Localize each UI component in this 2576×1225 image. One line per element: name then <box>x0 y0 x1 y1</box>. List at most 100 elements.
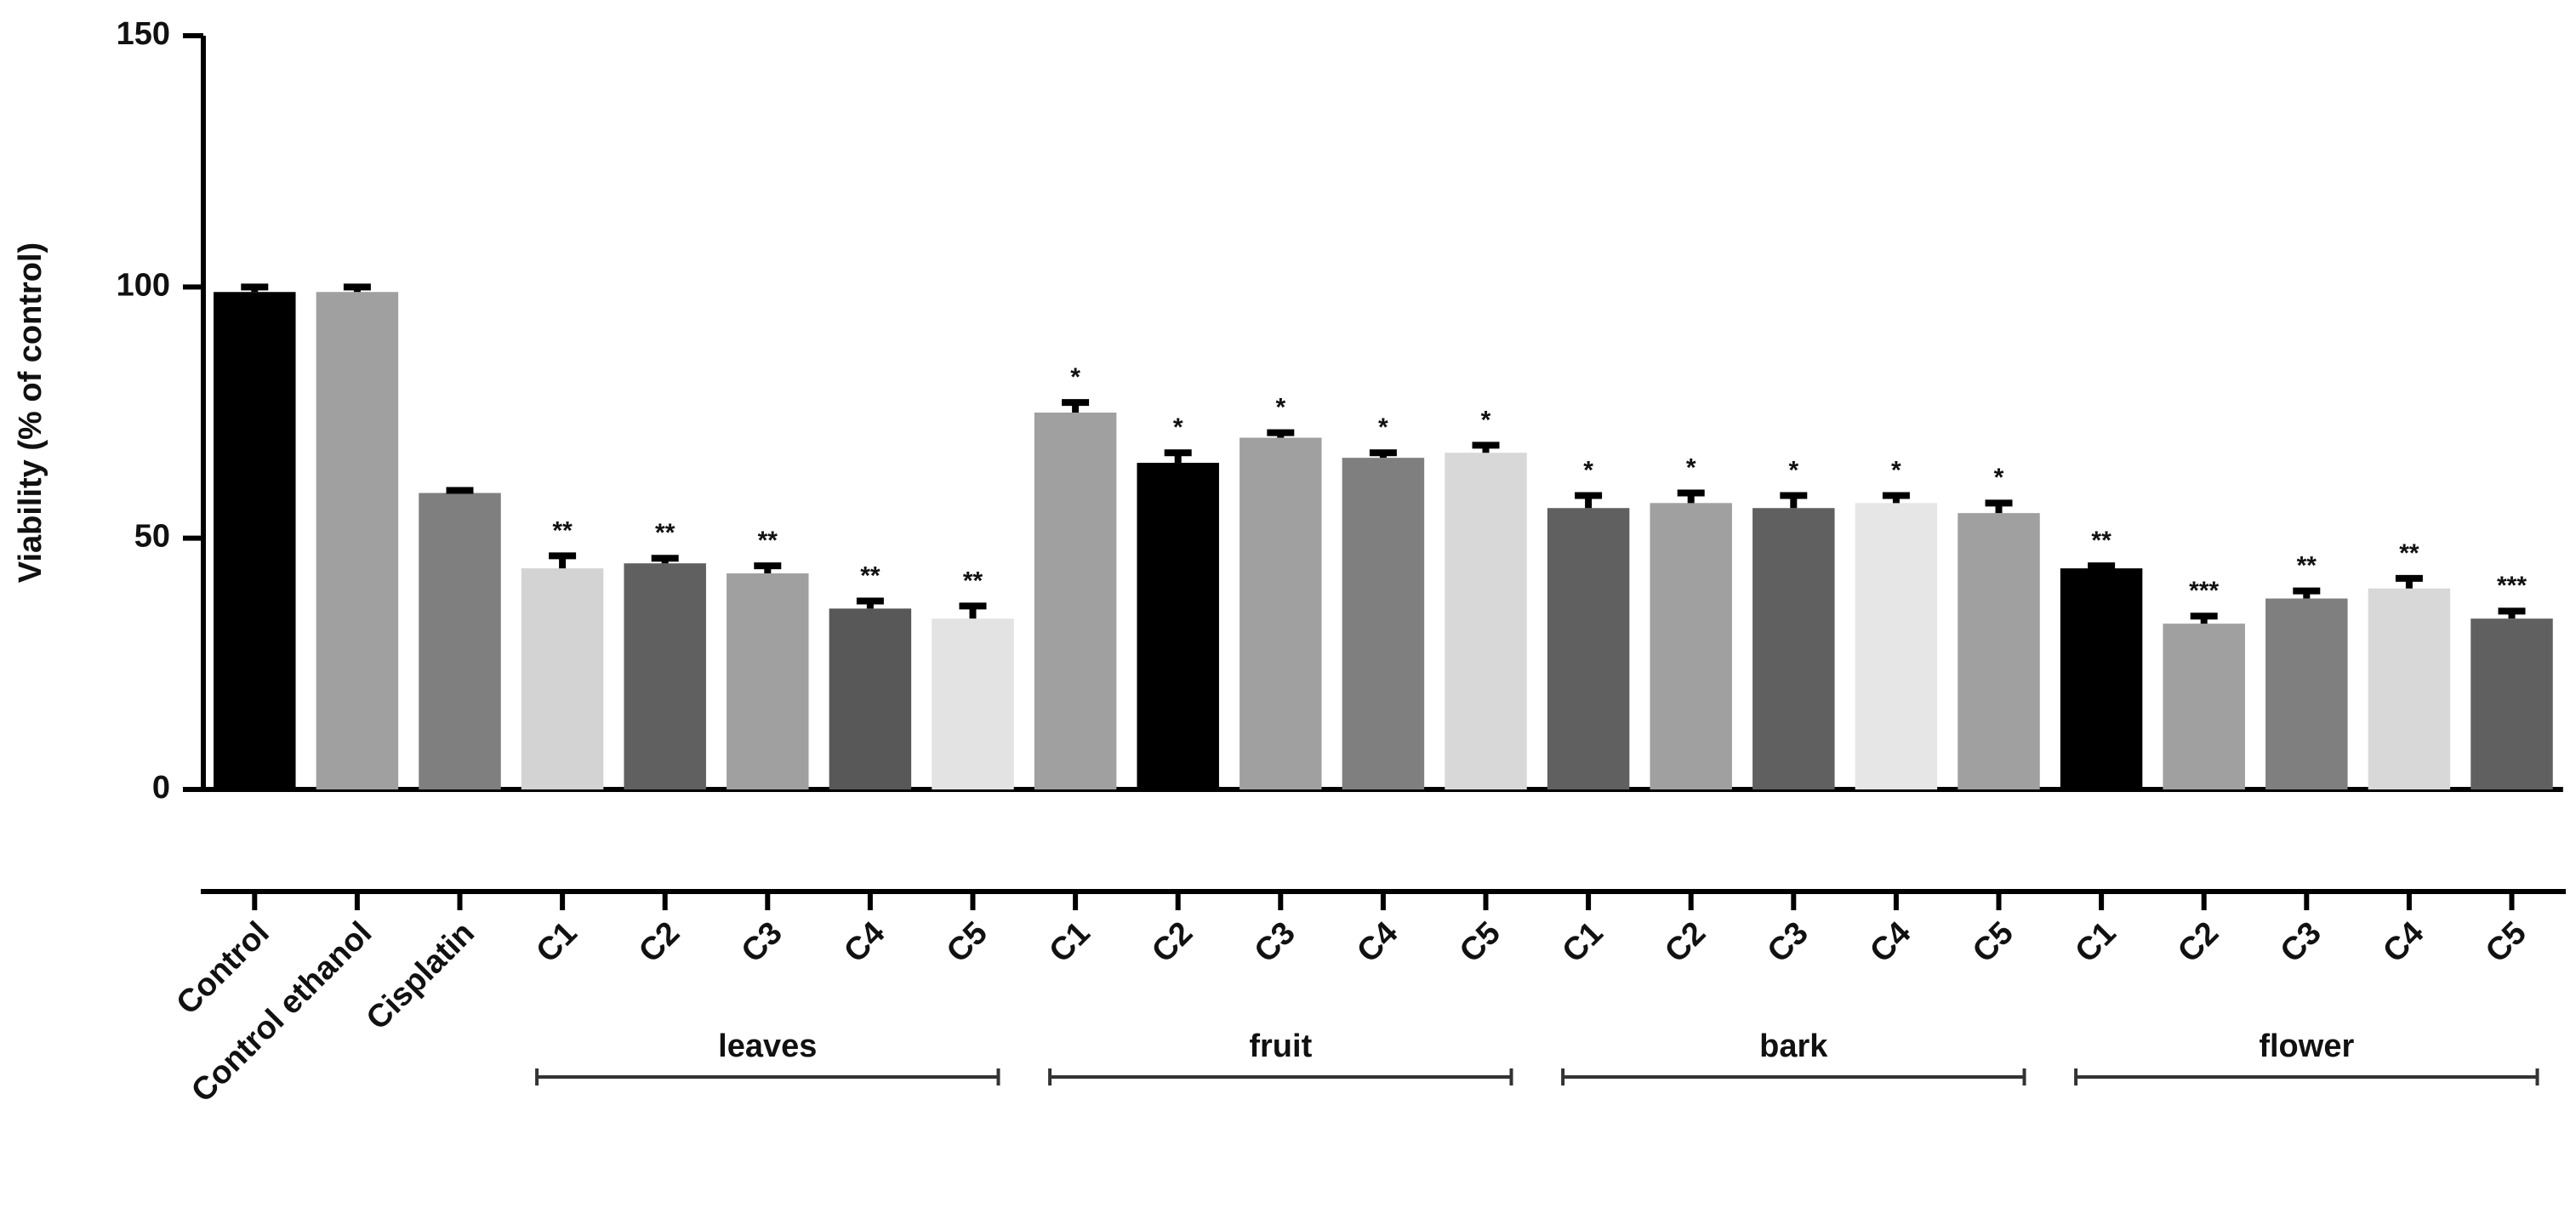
x-tick-label: Cisplatin <box>360 915 482 1037</box>
bar <box>624 563 706 789</box>
bar <box>2060 568 2143 789</box>
significance-label: * <box>1686 453 1696 481</box>
y-tick-label: 150 <box>117 16 170 52</box>
bar <box>419 493 501 789</box>
bar <box>1240 437 1322 789</box>
error-bar <box>241 283 269 293</box>
error-bar <box>2293 587 2321 599</box>
bar <box>932 618 1014 789</box>
bar <box>316 292 399 789</box>
error-bar <box>959 602 987 619</box>
bar <box>2471 618 2553 789</box>
error-bar <box>1780 492 1808 509</box>
bar <box>1137 463 1219 789</box>
significance-label: ** <box>963 567 983 595</box>
bar <box>1650 503 1732 789</box>
error-bar <box>1677 489 1705 504</box>
x-tick-label: C1 <box>1556 915 1610 970</box>
x-tick-label: C2 <box>1658 915 1713 970</box>
bar <box>1958 513 2040 789</box>
error-bar <box>1985 499 2013 514</box>
x-tick-label: C2 <box>2171 915 2226 970</box>
group-label: leaves <box>718 1028 817 1064</box>
error-bar <box>2190 612 2218 624</box>
bar <box>2265 598 2348 789</box>
bar <box>1342 458 1425 789</box>
bar <box>2163 624 2245 789</box>
significance-label: ** <box>860 561 881 590</box>
error-bar <box>1369 449 1397 459</box>
x-tick-label: C5 <box>1966 915 2020 970</box>
error-bar <box>1575 492 1603 509</box>
bar <box>1445 453 1527 789</box>
group-bracket <box>1048 1068 1513 1085</box>
error-bar <box>1882 492 1910 504</box>
significance-label: ** <box>2091 527 2112 555</box>
x-tick-label: C1 <box>2069 915 2123 970</box>
y-tick-label: 100 <box>117 267 170 303</box>
x-tick-label: Control ethanol <box>185 915 379 1109</box>
bar <box>727 573 809 789</box>
x-tick-label: C5 <box>2479 915 2533 970</box>
x-tick-label: Control <box>170 915 276 1022</box>
x-tick-label: C1 <box>1043 915 1097 970</box>
significance-label: *** <box>2189 577 2219 605</box>
x-tick-label: C3 <box>735 915 789 970</box>
x-tick-label: C5 <box>940 915 994 970</box>
group-bracket <box>1561 1068 2026 1085</box>
significance-label: ** <box>2297 552 2317 580</box>
significance-label: * <box>1583 456 1593 484</box>
bar <box>1855 503 1938 789</box>
error-bar <box>2088 562 2116 570</box>
significance-label: ** <box>758 527 778 555</box>
significance-label: * <box>1994 464 2004 492</box>
error-bar <box>343 283 371 293</box>
error-bar <box>549 552 577 569</box>
x-tick-label: C4 <box>1863 915 1918 970</box>
bar <box>1034 413 1117 789</box>
x-tick-label: C4 <box>2376 915 2431 970</box>
significance-label: * <box>1070 363 1080 391</box>
significance-label: ** <box>552 516 573 544</box>
error-bar <box>651 555 679 564</box>
bar <box>829 608 912 789</box>
y-axis-label: Viability (% of control) <box>13 242 48 583</box>
error-bar <box>1164 449 1192 464</box>
error-bar <box>754 562 782 574</box>
x-tick-label: C3 <box>2274 915 2328 970</box>
bar <box>214 292 296 789</box>
error-bar <box>1472 442 1500 453</box>
x-tick-label: C2 <box>1145 915 1200 970</box>
group-label: bark <box>1759 1028 1828 1064</box>
error-bar <box>2395 574 2423 589</box>
significance-label: * <box>1275 394 1285 422</box>
bar <box>521 568 604 789</box>
x-tick-label: C3 <box>1761 915 1815 970</box>
error-bar <box>1267 429 1295 438</box>
x-tick-label: C4 <box>837 915 892 970</box>
group-bracket <box>535 1068 1000 1085</box>
significance-label: * <box>1173 413 1183 442</box>
error-bar <box>856 597 884 609</box>
x-tick-label: C3 <box>1248 915 1302 970</box>
significance-label: * <box>1788 456 1798 484</box>
error-bar <box>2498 607 2526 619</box>
significance-label: * <box>1891 456 1901 484</box>
group-label: fruit <box>1249 1028 1312 1064</box>
x-tick-label: C4 <box>1350 915 1405 970</box>
y-tick-label: 0 <box>152 770 170 806</box>
x-tick-label: C5 <box>1453 915 1507 970</box>
bar <box>2368 588 2451 789</box>
error-bar <box>446 487 474 494</box>
bar <box>1547 508 1630 789</box>
significance-label: ** <box>2399 539 2419 567</box>
error-bar <box>1062 399 1090 413</box>
significance-label: *** <box>2497 572 2527 600</box>
group-label: flower <box>2259 1028 2354 1064</box>
x-tick-label: C1 <box>530 915 584 970</box>
significance-label: * <box>1481 406 1491 434</box>
x-tick-label: C2 <box>632 915 687 970</box>
significance-label: * <box>1378 413 1388 442</box>
